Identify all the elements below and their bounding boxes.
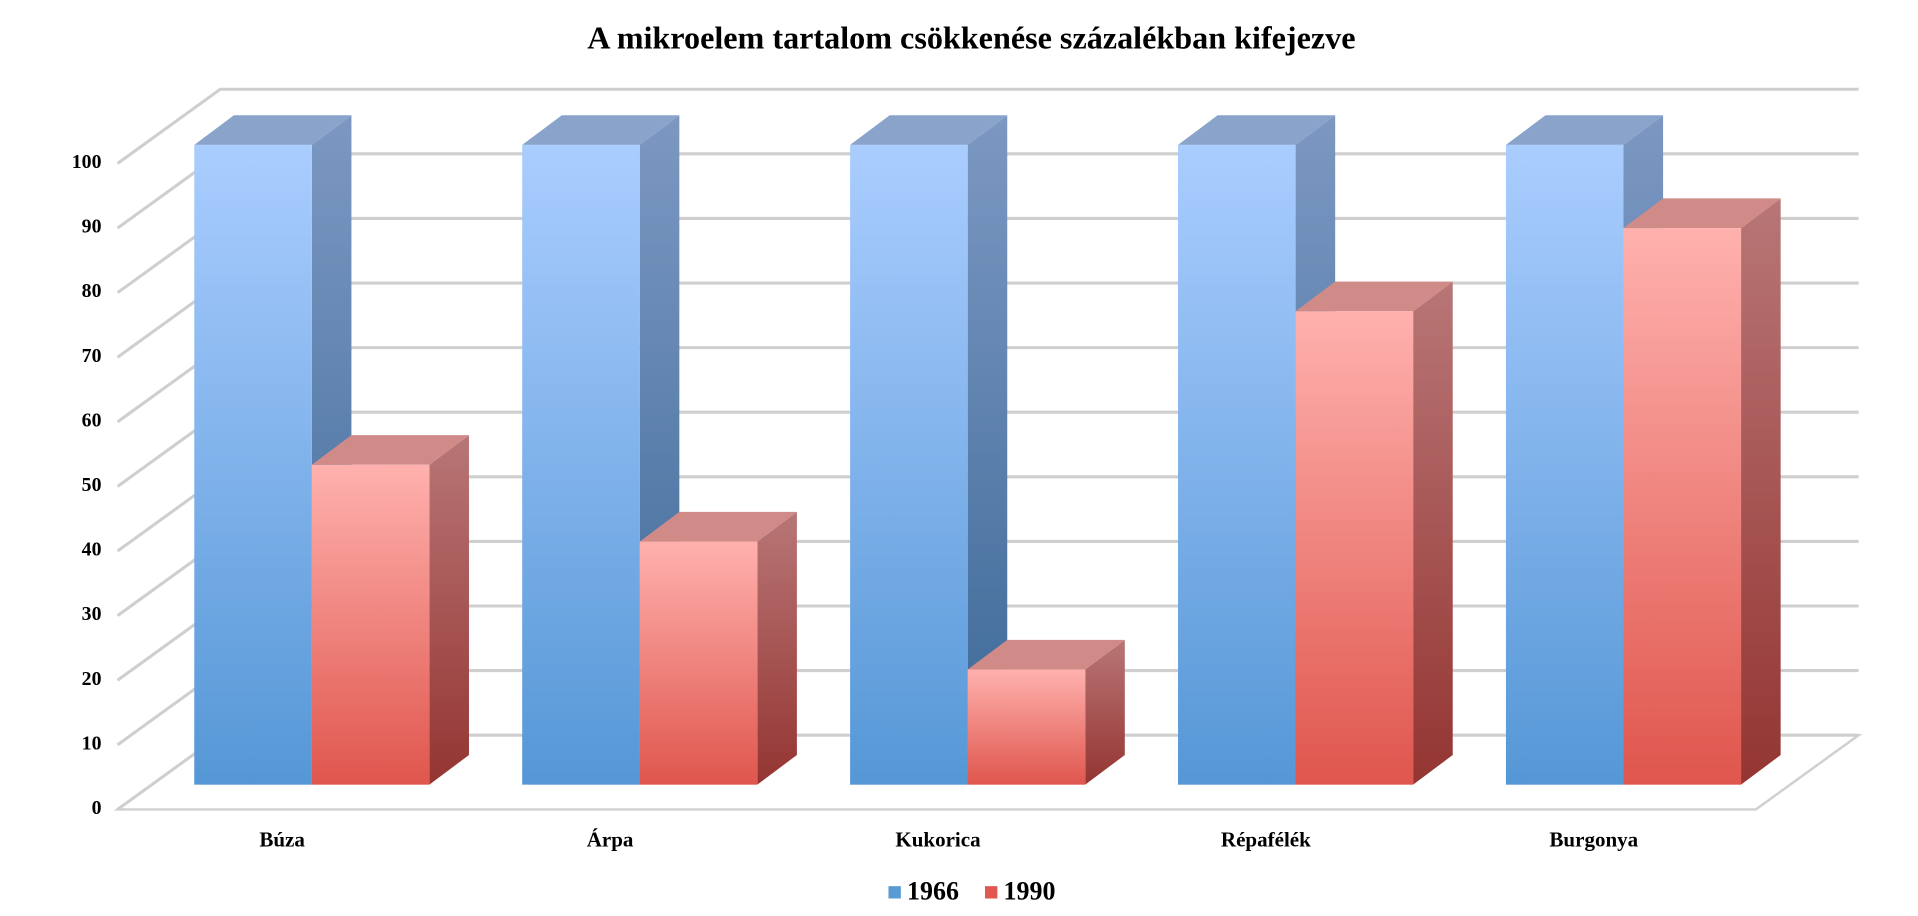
y-tick-label: 0 <box>92 797 102 819</box>
bar-front <box>850 144 968 785</box>
bar-top <box>1178 115 1336 145</box>
y-tick-label: 20 <box>82 668 102 690</box>
bar-front <box>194 144 312 785</box>
legend-label: 1966 <box>907 877 959 906</box>
bar <box>967 639 1125 785</box>
bar-top <box>639 511 797 542</box>
bar-front <box>1178 144 1296 785</box>
bar-top <box>522 115 680 145</box>
grid-line <box>116 87 1859 165</box>
legend-swatch <box>888 886 901 899</box>
bar-top <box>311 435 469 465</box>
bar-front <box>1295 311 1414 785</box>
bar-side <box>967 115 1008 785</box>
y-tick-label: 40 <box>82 539 102 561</box>
y-tick-label: 50 <box>82 474 102 496</box>
x-tick-label: Répafélék <box>1221 827 1311 851</box>
bar-top <box>1623 198 1781 229</box>
y-tick-label: 100 <box>72 151 102 173</box>
legend-label: 1990 <box>1004 877 1056 906</box>
bar-front <box>522 144 640 785</box>
legend-swatch <box>984 886 998 899</box>
bar <box>850 115 1008 785</box>
y-tick-label: 70 <box>82 345 102 367</box>
y-tick-label: 10 <box>82 732 102 754</box>
x-tick-label: Búza <box>259 827 305 851</box>
bar-top <box>1295 281 1453 312</box>
bar-front <box>1505 144 1624 785</box>
y-tick-label: 30 <box>82 603 102 625</box>
y-tick-label: 90 <box>82 216 102 238</box>
bar-front <box>967 669 1086 785</box>
bar <box>1623 198 1781 785</box>
y-tick-label: 60 <box>82 409 102 431</box>
bar-top <box>194 115 352 145</box>
bar-front <box>639 541 758 785</box>
y-tick-label: 80 <box>82 280 102 302</box>
bar-side <box>1741 198 1781 785</box>
bar-top <box>1505 115 1664 145</box>
chart-title: A mikroelem tartalom csökkenése százalék… <box>587 19 1355 55</box>
bar-side <box>429 435 469 785</box>
bar <box>1295 281 1453 785</box>
x-tick-label: Kukorica <box>895 827 981 851</box>
x-tick-label: Burgonya <box>1549 827 1638 851</box>
bar-top <box>967 639 1125 670</box>
bar-side <box>1085 639 1125 785</box>
bar-side <box>757 511 797 785</box>
bar-front <box>311 464 430 785</box>
bar-side <box>1413 281 1453 785</box>
bar-top <box>850 115 1008 145</box>
bar <box>639 511 797 785</box>
grid-line-segment <box>116 87 1859 165</box>
bar-front <box>1623 228 1742 785</box>
bar <box>311 435 469 785</box>
x-tick-label: Árpa <box>587 827 634 851</box>
